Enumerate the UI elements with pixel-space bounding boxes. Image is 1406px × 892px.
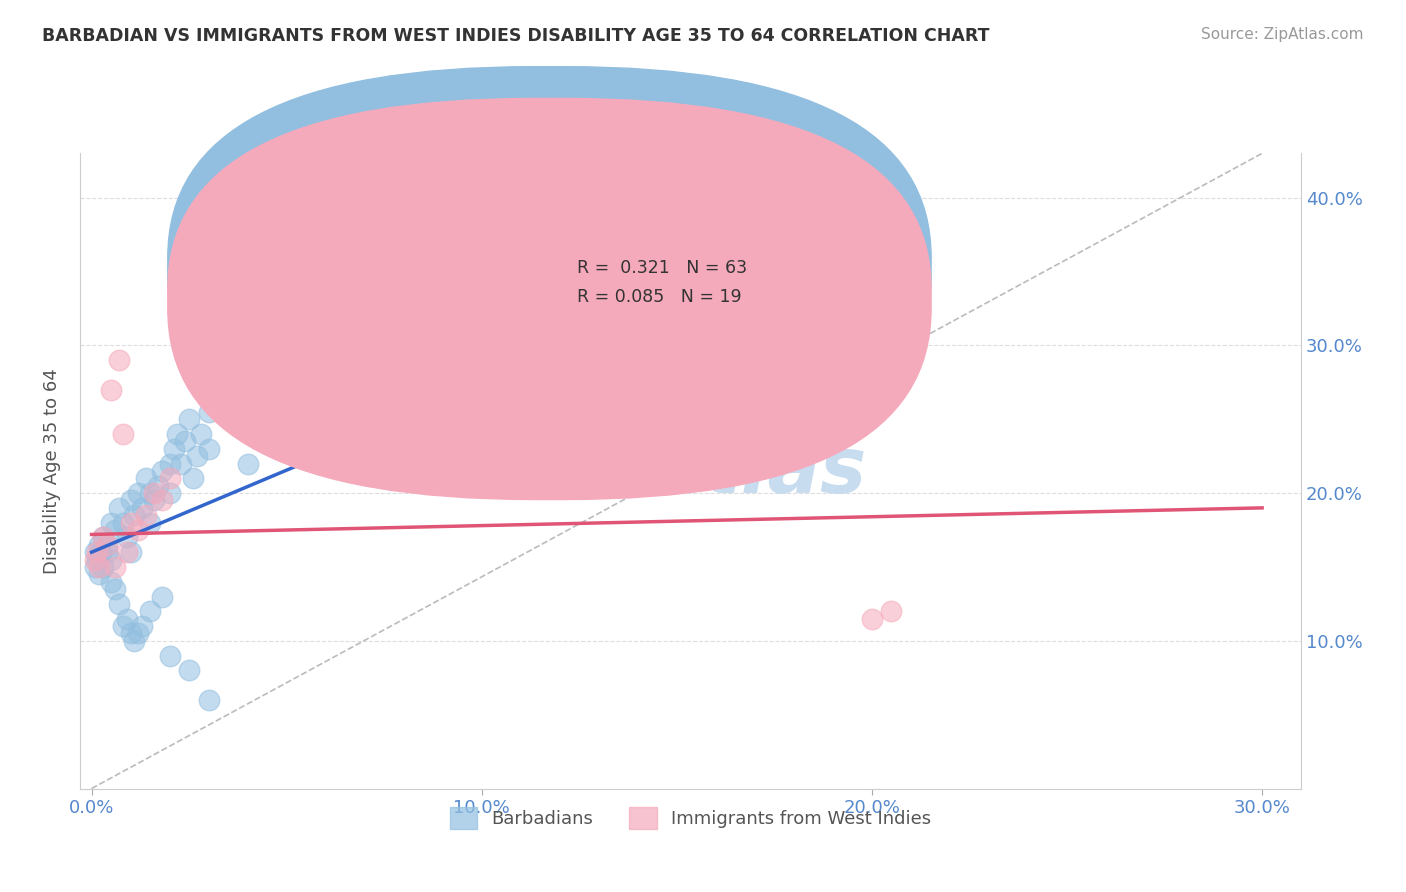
Point (120, 545, 142, 559)
FancyBboxPatch shape (167, 98, 931, 500)
Point (100, 552, 122, 566)
Point (89, 567, 111, 582)
Point (150, 590, 173, 604)
Point (115, 530, 138, 544)
Point (91, 560, 114, 574)
Point (96, 538, 118, 552)
Point (135, 508, 157, 523)
Point (190, 427, 212, 442)
Point (256, 427, 278, 442)
FancyBboxPatch shape (508, 223, 776, 325)
Point (84, 545, 107, 559)
Point (111, 427, 134, 442)
Point (412, 360, 434, 375)
Point (100, 516, 122, 530)
Y-axis label: Disability Age 35 to 64: Disability Age 35 to 64 (44, 368, 60, 574)
Point (135, 471, 157, 485)
Point (96, 538, 118, 552)
Point (205, 397, 228, 411)
Point (127, 523, 149, 537)
Point (84, 552, 107, 566)
Point (84, 560, 107, 574)
Point (108, 353, 131, 368)
Point (179, 243, 201, 257)
Point (90, 545, 112, 559)
Point (197, 693, 219, 707)
Point (124, 633, 146, 648)
Point (89, 560, 111, 574)
Point (880, 604, 903, 618)
Point (89, 538, 111, 552)
Point (276, 390, 298, 404)
FancyBboxPatch shape (167, 67, 931, 467)
Point (179, 412, 201, 426)
Point (108, 500, 131, 515)
Point (127, 626, 149, 640)
Point (150, 464, 173, 478)
Point (236, 457, 259, 471)
Point (131, 500, 153, 515)
Point (212, 383, 235, 397)
Point (162, 442, 184, 456)
Point (315, 309, 337, 323)
Point (104, 582, 127, 596)
Point (159, 486, 181, 500)
Point (295, 376, 318, 390)
Point (139, 516, 162, 530)
Point (353, 338, 375, 352)
Point (146, 479, 169, 493)
Point (860, 612, 883, 626)
Point (174, 434, 197, 449)
Point (100, 383, 122, 397)
Point (91, 530, 114, 544)
Point (115, 612, 138, 626)
Point (159, 471, 181, 485)
Point (166, 427, 188, 442)
Point (108, 597, 131, 611)
Legend: Barbadians, Immigrants from West Indies: Barbadians, Immigrants from West Indies (443, 800, 938, 837)
Point (143, 493, 166, 508)
Point (159, 648, 181, 663)
Point (217, 368, 239, 382)
Point (91, 530, 114, 544)
Point (86, 545, 108, 559)
Point (186, 449, 208, 463)
Point (104, 523, 127, 537)
Point (120, 516, 142, 530)
Point (150, 493, 173, 508)
Text: Source: ZipAtlas.com: Source: ZipAtlas.com (1201, 27, 1364, 42)
Point (139, 604, 162, 618)
Point (100, 574, 122, 589)
Point (131, 619, 153, 633)
Text: R = 0.085   N = 19: R = 0.085 N = 19 (576, 288, 741, 306)
Point (170, 457, 193, 471)
Point (86, 552, 108, 566)
Point (179, 664, 201, 678)
Point (143, 486, 166, 500)
Point (111, 619, 134, 633)
Text: R =  0.321   N = 63: R = 0.321 N = 63 (576, 260, 747, 277)
Point (127, 486, 149, 500)
Text: BARBADIAN VS IMMIGRANTS FROM WEST INDIES DISABILITY AGE 35 TO 64 CORRELATION CHA: BARBADIAN VS IMMIGRANTS FROM WEST INDIES… (42, 27, 990, 45)
Point (124, 508, 146, 523)
Point (104, 560, 127, 574)
Point (115, 545, 138, 559)
Point (181, 471, 204, 485)
Point (96, 545, 118, 559)
Point (139, 486, 162, 500)
Point (120, 493, 142, 508)
Text: ZIPatlas: ZIPatlas (515, 433, 866, 509)
Point (197, 442, 219, 456)
Point (197, 405, 219, 419)
Point (111, 516, 134, 530)
Point (120, 626, 142, 640)
Point (159, 457, 181, 471)
